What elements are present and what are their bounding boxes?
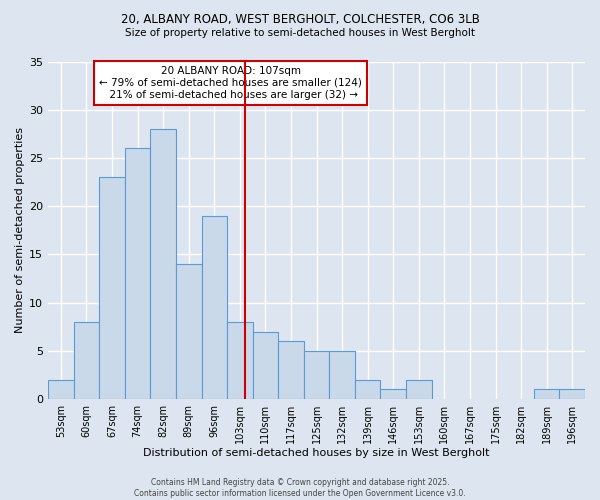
Bar [253,332,278,399]
Bar [151,129,176,399]
Bar [380,390,406,399]
Bar [406,380,431,399]
Bar [176,264,202,399]
Text: Contains HM Land Registry data © Crown copyright and database right 2025.
Contai: Contains HM Land Registry data © Crown c… [134,478,466,498]
Bar [534,390,559,399]
Text: 20, ALBANY ROAD, WEST BERGHOLT, COLCHESTER, CO6 3LB: 20, ALBANY ROAD, WEST BERGHOLT, COLCHEST… [121,12,479,26]
Y-axis label: Number of semi-detached properties: Number of semi-detached properties [15,128,25,334]
Bar [99,177,125,399]
Bar [329,351,355,399]
Bar [559,390,585,399]
Bar [355,380,380,399]
Bar [48,380,74,399]
Bar [278,341,304,399]
Text: 20 ALBANY ROAD: 107sqm
← 79% of semi-detached houses are smaller (124)
  21% of : 20 ALBANY ROAD: 107sqm ← 79% of semi-det… [100,66,362,100]
Bar [202,216,227,399]
Bar [304,351,329,399]
X-axis label: Distribution of semi-detached houses by size in West Bergholt: Distribution of semi-detached houses by … [143,448,490,458]
Text: Size of property relative to semi-detached houses in West Bergholt: Size of property relative to semi-detach… [125,28,475,38]
Bar [227,322,253,399]
Bar [125,148,151,399]
Bar [74,322,99,399]
